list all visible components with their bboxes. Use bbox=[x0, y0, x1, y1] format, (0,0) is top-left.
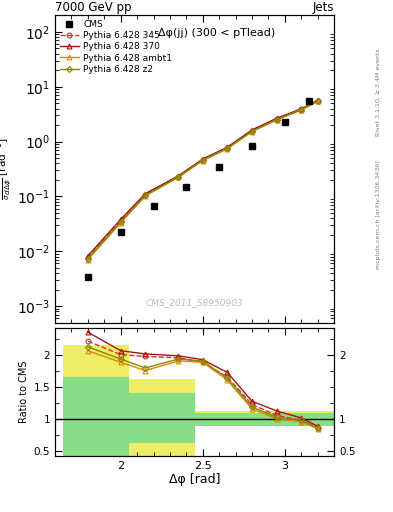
Pythia 6.428 345 bbox=[274, 116, 279, 122]
Pythia 6.428 345 bbox=[299, 106, 303, 113]
Text: Jets: Jets bbox=[312, 1, 334, 14]
X-axis label: Δφ [rad]: Δφ [rad] bbox=[169, 473, 220, 486]
Pythia 6.428 345 bbox=[176, 174, 180, 180]
Pythia 6.428 ambt1 bbox=[315, 98, 320, 104]
Pythia 6.428 345 bbox=[200, 157, 205, 163]
Pythia 6.428 345 bbox=[143, 191, 148, 198]
Text: CMS_2011_S8950903: CMS_2011_S8950903 bbox=[146, 298, 243, 307]
Pythia 6.428 370 bbox=[274, 115, 279, 121]
CMS bbox=[307, 98, 312, 104]
Y-axis label: $\frac{1}{\sigma}\frac{d\sigma}{d\Delta\phi}$ [rad$^{-1}$]: $\frac{1}{\sigma}\frac{d\sigma}{d\Delta\… bbox=[0, 138, 14, 200]
Pythia 6.428 ambt1 bbox=[118, 220, 123, 226]
Pythia 6.428 370 bbox=[200, 156, 205, 162]
Pythia 6.428 z2 bbox=[315, 98, 320, 104]
Pythia 6.428 370 bbox=[315, 97, 320, 103]
Pythia 6.428 345 bbox=[315, 98, 320, 104]
CMS bbox=[184, 184, 189, 190]
Pythia 6.428 z2 bbox=[118, 219, 123, 225]
Pythia 6.428 345 bbox=[118, 218, 123, 224]
Pythia 6.428 345 bbox=[250, 127, 254, 134]
Pythia 6.428 z2 bbox=[143, 193, 148, 199]
Pythia 6.428 ambt1 bbox=[143, 193, 148, 199]
Pythia 6.428 ambt1 bbox=[299, 107, 303, 113]
Line: Pythia 6.428 ambt1: Pythia 6.428 ambt1 bbox=[85, 99, 320, 262]
Pythia 6.428 ambt1 bbox=[225, 145, 230, 152]
Pythia 6.428 z2 bbox=[200, 157, 205, 163]
Text: Rivet 3.1.10, ≥ 3.4M events: Rivet 3.1.10, ≥ 3.4M events bbox=[376, 48, 380, 136]
Pythia 6.428 370 bbox=[225, 144, 230, 150]
Pythia 6.428 z2 bbox=[274, 117, 279, 123]
Pythia 6.428 ambt1 bbox=[86, 257, 90, 263]
Legend: CMS, Pythia 6.428 345, Pythia 6.428 370, Pythia 6.428 ambt1, Pythia 6.428 z2: CMS, Pythia 6.428 345, Pythia 6.428 370,… bbox=[58, 18, 174, 76]
Pythia 6.428 370 bbox=[86, 253, 90, 259]
Pythia 6.428 z2 bbox=[176, 174, 180, 180]
Pythia 6.428 370 bbox=[250, 127, 254, 133]
Pythia 6.428 z2 bbox=[86, 255, 90, 262]
Line: CMS: CMS bbox=[85, 98, 312, 280]
Pythia 6.428 370 bbox=[143, 190, 148, 197]
Text: 7000 GeV pp: 7000 GeV pp bbox=[55, 1, 132, 14]
Pythia 6.428 370 bbox=[299, 106, 303, 112]
Line: Pythia 6.428 345: Pythia 6.428 345 bbox=[85, 98, 320, 261]
Pythia 6.428 ambt1 bbox=[250, 129, 254, 135]
CMS bbox=[250, 143, 254, 150]
Pythia 6.428 345 bbox=[225, 145, 230, 151]
Pythia 6.428 345 bbox=[86, 255, 90, 261]
Pythia 6.428 370 bbox=[176, 173, 180, 179]
Pythia 6.428 370 bbox=[118, 217, 123, 223]
CMS bbox=[86, 274, 90, 280]
CMS bbox=[118, 229, 123, 236]
Text: Δφ(jj) (300 < pTlead): Δφ(jj) (300 < pTlead) bbox=[158, 28, 275, 38]
Line: Pythia 6.428 z2: Pythia 6.428 z2 bbox=[86, 99, 320, 261]
CMS bbox=[217, 163, 222, 169]
Pythia 6.428 z2 bbox=[299, 106, 303, 113]
Text: mcplots.cern.ch [arXiv:1306.3436]: mcplots.cern.ch [arXiv:1306.3436] bbox=[376, 161, 380, 269]
Pythia 6.428 ambt1 bbox=[274, 117, 279, 123]
Pythia 6.428 ambt1 bbox=[176, 174, 180, 180]
CMS bbox=[283, 119, 287, 125]
Y-axis label: Ratio to CMS: Ratio to CMS bbox=[19, 360, 29, 423]
Pythia 6.428 z2 bbox=[225, 145, 230, 152]
Pythia 6.428 z2 bbox=[250, 128, 254, 134]
CMS bbox=[151, 202, 156, 208]
Pythia 6.428 ambt1 bbox=[200, 158, 205, 164]
Line: Pythia 6.428 370: Pythia 6.428 370 bbox=[85, 98, 320, 259]
